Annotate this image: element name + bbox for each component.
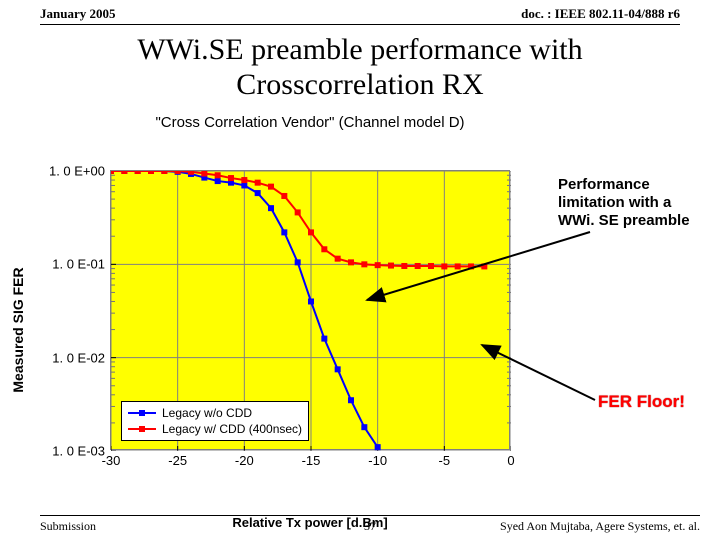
fer-floor-text: FER Floor!: [598, 392, 685, 411]
header-rule: [40, 24, 680, 25]
legend-label-0: Legacy w/o CDD: [162, 406, 252, 420]
annotation-fer-floor: FER Floor!: [598, 392, 685, 412]
footer: Submission 37 Syed Aon Mujtaba, Agere Sy…: [40, 519, 700, 534]
legend-marker-1: [139, 426, 145, 432]
plot-area: Legacy w/o CDD Legacy w/ CDD (400nsec) -…: [110, 170, 510, 450]
legend-swatch-1: [128, 424, 156, 434]
x-tick: -10: [368, 453, 387, 468]
perf-limit-line3: WWi. SE preamble: [558, 212, 690, 229]
header-date: January 2005: [40, 6, 115, 22]
y-axis-label: Measured SIG FER: [10, 267, 26, 392]
x-tick: -5: [439, 453, 451, 468]
chart: Measured SIG FER Legacy w/o CDD Legacy w…: [30, 170, 550, 490]
perf-limit-line2: limitation with a: [558, 194, 671, 211]
y-tick: 1. 0 E-02: [52, 350, 105, 365]
x-tick: -15: [302, 453, 321, 468]
footer-center: 37: [364, 519, 376, 534]
page-title: WWi.SE preamble performance with Crossco…: [0, 33, 720, 102]
y-tick: 1. 0 E-01: [52, 257, 105, 272]
legend: Legacy w/o CDD Legacy w/ CDD (400nsec): [121, 401, 309, 441]
x-tick: 0: [507, 453, 514, 468]
x-tick: -20: [235, 453, 254, 468]
annotation-performance-limit: Performance limitation with a WWi. SE pr…: [558, 176, 690, 230]
legend-marker-0: [139, 410, 145, 416]
chart-title: "Cross Correlation Vendor" (Channel mode…: [0, 114, 720, 131]
x-tick: -25: [168, 453, 187, 468]
title-line-1: WWi.SE preamble performance with: [137, 33, 582, 66]
y-tick: 1. 0 E+00: [49, 164, 105, 179]
perf-limit-line1: Performance: [558, 176, 650, 193]
legend-item-1: Legacy w/ CDD (400nsec): [128, 421, 302, 437]
legend-swatch-0: [128, 408, 156, 418]
legend-item-0: Legacy w/o CDD: [128, 405, 302, 421]
y-tick: 1. 0 E-03: [52, 444, 105, 459]
footer-rule: [40, 515, 700, 516]
header-doc: doc. : IEEE 802.11-04/888 r6: [521, 6, 680, 22]
title-line-2: Crosscorrelation RX: [236, 68, 483, 101]
legend-label-1: Legacy w/ CDD (400nsec): [162, 422, 302, 436]
footer-left: Submission: [40, 519, 96, 534]
footer-right: Syed Aon Mujtaba, Agere Systems, et. al.: [500, 519, 700, 534]
